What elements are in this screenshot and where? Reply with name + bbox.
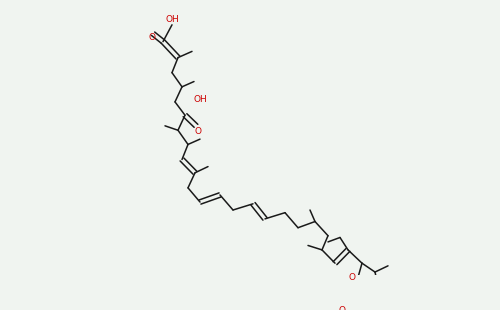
Text: OH: OH (165, 15, 179, 24)
Text: O: O (338, 306, 345, 310)
Text: O: O (348, 273, 356, 282)
Text: O: O (148, 33, 156, 42)
Text: OH: OH (193, 95, 207, 104)
Text: O: O (194, 127, 202, 136)
